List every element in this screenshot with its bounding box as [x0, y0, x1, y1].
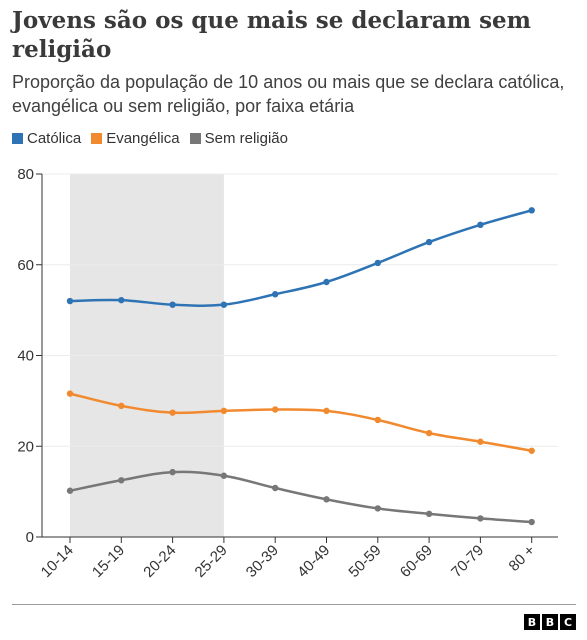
data-point-sem-religiao [528, 518, 535, 526]
bbc-logo: B B C [524, 614, 576, 630]
legend-label-evangelica: Evangélica [106, 130, 180, 147]
x-tick-label: 60-69 [397, 542, 436, 581]
data-point-sem-religiao [220, 472, 228, 479]
data-point-evangelica [477, 438, 484, 445]
x-tick-label: 15-19 [89, 542, 128, 581]
data-point-evangelica [272, 406, 279, 413]
line-chart: 0 20 40 60 80 10-14 15-19 20-24 25-29 30-39 40-49 5… [17, 166, 558, 581]
data-point-catolica [118, 296, 125, 304]
data-point-catolica [528, 207, 535, 214]
legend-item-sem-religiao: Sem religião [189, 130, 288, 147]
x-tick-label: 80 + [506, 542, 539, 575]
series-line-evangelica [69, 392, 532, 453]
chart-subtitle: Proporção da população de 10 anos ou mai… [12, 72, 565, 116]
data-point-catolica [220, 301, 228, 308]
data-point-catolica [169, 301, 176, 308]
data-point-catolica [66, 297, 74, 305]
data-point-sem-religiao [66, 487, 74, 494]
data-point-sem-religiao [374, 505, 381, 512]
data-point-evangelica [66, 390, 74, 397]
x-tick-label: 10-14 [38, 542, 77, 581]
x-tick-label: 70-79 [448, 542, 487, 581]
y-tick-label: 60 [17, 257, 34, 274]
data-point-catolica [272, 291, 279, 298]
y-tick-label: 80 [17, 166, 34, 183]
data-point-sem-religiao [118, 477, 125, 484]
data-point-sem-religiao [169, 468, 176, 476]
data-point-sem-religiao [272, 484, 279, 492]
data-point-catolica [425, 238, 433, 246]
x-tick-label: 50-59 [345, 542, 384, 581]
y-tick-label: 40 [17, 348, 34, 365]
data-point-catolica [477, 221, 484, 229]
legend-item-evangelica: Evangélica [91, 130, 180, 147]
legend-label-catolica: Católica [27, 130, 82, 147]
bbc-logo-letter-3: C [560, 614, 576, 630]
bbc-logo-letter-1: B [524, 614, 540, 630]
data-point-evangelica [425, 429, 433, 437]
data-point-evangelica [169, 409, 176, 416]
legend-label-sem-religiao: Sem religião [204, 130, 288, 147]
bbc-logo-letter-2: B [542, 614, 558, 630]
y-tick-label: 0 [26, 529, 34, 546]
data-point-evangelica [528, 447, 535, 454]
series-line-catolica [69, 209, 533, 307]
y-tick-label: 20 [17, 438, 34, 455]
x-tick-label: 25-29 [192, 542, 231, 581]
legend: Católica Evangélica Sem religião [12, 130, 288, 147]
data-point-evangelica [118, 402, 125, 410]
data-point-evangelica [220, 407, 228, 415]
x-tick-label: 40-49 [294, 542, 333, 581]
legend-swatch-catolica [12, 133, 23, 144]
data-point-catolica [323, 278, 330, 286]
legend-swatch-sem-religiao [189, 133, 201, 144]
x-tick-label: 20-24 [140, 542, 179, 581]
data-point-sem-religiao [477, 515, 484, 522]
x-tick-label: 30-39 [243, 542, 282, 581]
data-point-sem-religiao [425, 510, 433, 518]
series-line-sem-religiao [69, 470, 532, 524]
data-point-evangelica [323, 407, 330, 415]
legend-swatch-evangelica [91, 133, 103, 144]
data-point-sem-religiao [323, 496, 330, 503]
data-point-catolica [374, 259, 381, 267]
chart-title: Jovens são os que mais se declaram sem r… [12, 7, 532, 63]
legend-item-catolica: Católica [12, 130, 81, 147]
data-point-evangelica [374, 416, 381, 424]
footer-divider [12, 604, 576, 605]
